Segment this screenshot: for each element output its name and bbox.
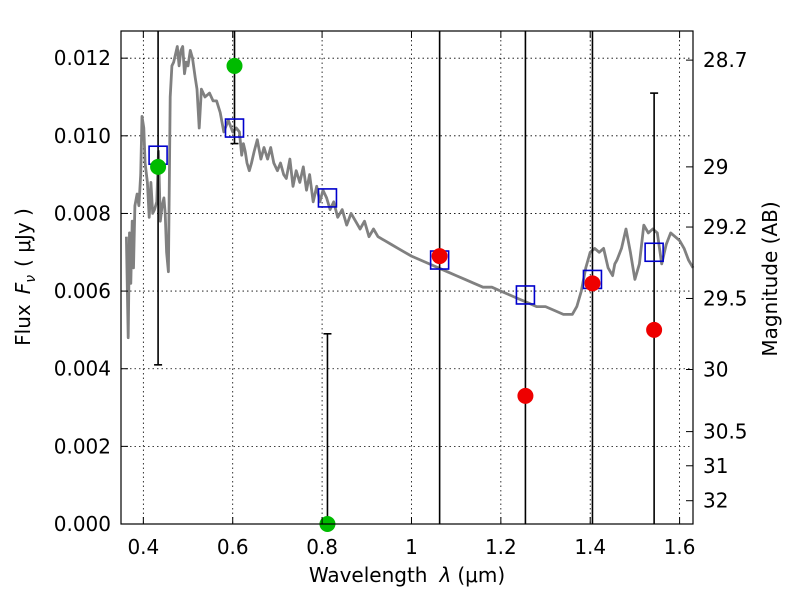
y-tick-label: 0.012 [54, 46, 111, 70]
upper-limit-point [584, 275, 601, 292]
x-axis-label: Wavelength λ (μm) [309, 563, 505, 587]
y-tick-label: 0.004 [54, 357, 111, 381]
x-tick-label: 0.4 [127, 535, 159, 559]
y-axis-label: FluxFν( μJy ) [11, 208, 39, 346]
y-tick-label: 0.002 [54, 434, 111, 458]
upper-limit-point [431, 248, 448, 265]
magnitude-tick-label: 30 [703, 358, 728, 382]
y-tick-label: 0.000 [54, 512, 111, 536]
model-magnitude-square [644, 242, 664, 263]
x-tick-label: 1.6 [664, 535, 696, 559]
y-tick-label: 0.006 [54, 279, 111, 303]
observed-point-layer [150, 57, 663, 532]
y-tick-label: 0.008 [54, 201, 111, 225]
magnitude-tick-label: 29.5 [703, 286, 748, 310]
plot-frame [120, 30, 694, 525]
grid [121, 31, 693, 525]
magnitude-tick-label: 30.5 [703, 420, 748, 444]
y-axis-ticks: 0.000 0.002 0.004 0.006 0.008 0.010 0.012 [54, 46, 128, 536]
upper-limit-point [646, 321, 663, 338]
x-tick-label: 0.8 [306, 535, 338, 559]
x-tick-label: 0.6 [217, 535, 249, 559]
magnitude-tick-label: 29 [703, 155, 728, 179]
x-axis-ticks: 0.4 0.6 0.8 1 1.2 1.4 1.6 [127, 31, 696, 559]
model-magnitude-square [224, 118, 245, 138]
magnitude-tick-label: 31 [703, 454, 728, 478]
magnitude-tick-label: 32 [703, 489, 728, 513]
x-tick-label: 1.2 [485, 535, 517, 559]
upper-limit-point [517, 387, 534, 404]
detection-point [226, 57, 243, 74]
model-magnitude-square [515, 285, 536, 305]
model-magnitude-square [317, 188, 338, 208]
detection-point [150, 158, 167, 175]
x-tick-label: 1 [405, 535, 418, 559]
y-tick-label: 0.010 [54, 124, 111, 148]
x-tick-label: 1.4 [574, 535, 606, 559]
model-sed-line [125, 45, 695, 340]
magnitude-axis-ticks: 28.7 29 29.2 29.5 30 30.5 31 32 [686, 48, 748, 513]
magnitude-tick-label: 29.2 [703, 215, 748, 239]
magnitude-tick-label: 28.7 [703, 48, 748, 72]
model-sed-layer [125, 45, 695, 340]
magnitude-axis-label: Magnitude (AB) [758, 201, 782, 356]
